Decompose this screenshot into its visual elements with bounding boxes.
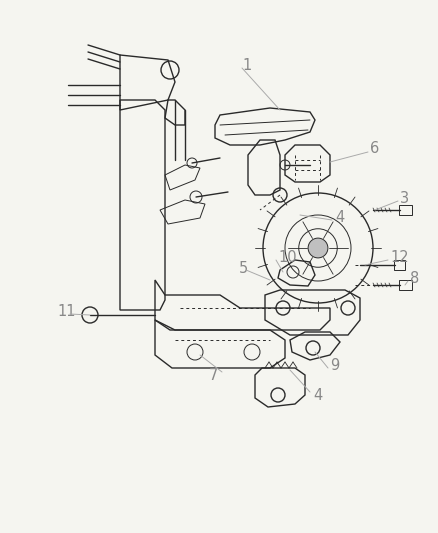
Text: 7: 7 [208,367,218,383]
Text: 4: 4 [312,387,321,402]
Text: 9: 9 [329,358,339,373]
Text: 10: 10 [277,249,296,264]
Text: 1: 1 [241,58,251,72]
Text: 3: 3 [399,190,408,206]
Text: 11: 11 [57,303,75,319]
Text: 4: 4 [334,209,343,224]
Text: 12: 12 [389,249,408,264]
Text: 8: 8 [409,271,418,286]
Text: 5: 5 [238,261,247,276]
Circle shape [307,238,327,258]
Text: 6: 6 [369,141,378,156]
